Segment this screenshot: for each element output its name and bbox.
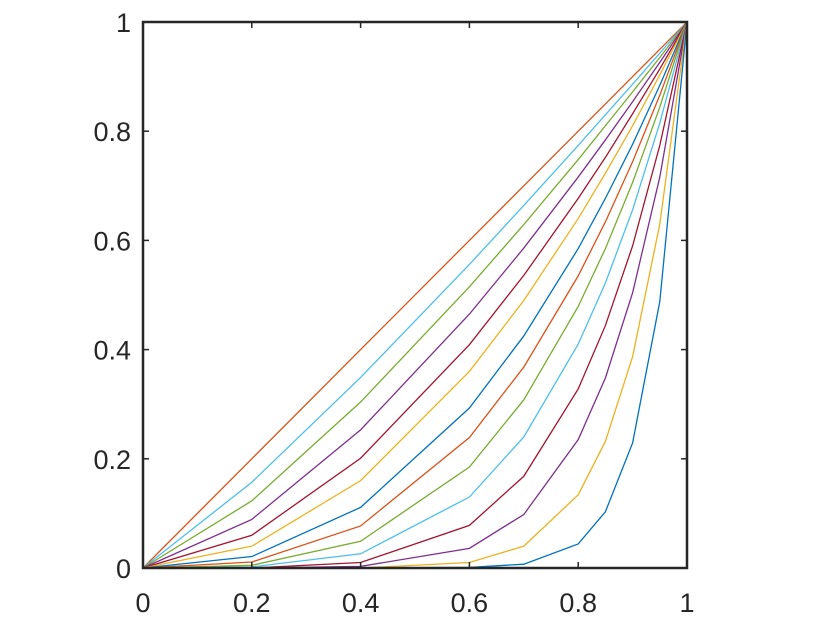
y-tick-label: 0.8: [93, 117, 131, 147]
y-tick-label: 0.2: [93, 445, 131, 475]
x-tick-label: 0.6: [451, 588, 489, 618]
x-tick-label: 0.4: [342, 588, 380, 618]
data-line: [142, 21, 688, 569]
x-tick-label: 1: [679, 588, 694, 618]
y-tick-label: 1: [116, 8, 131, 38]
data-line: [143, 21, 688, 569]
x-tick-label: 0.2: [233, 588, 271, 618]
data-line: [142, 21, 688, 569]
data-line: [142, 21, 688, 569]
data-line: [142, 21, 688, 569]
y-tick-label: 0: [116, 554, 131, 584]
data-line: [142, 21, 688, 569]
data-line: [142, 21, 688, 569]
y-tick-label: 0.4: [93, 336, 131, 366]
x-tick-label: 0: [135, 588, 150, 618]
x-tick-label: 0.8: [559, 588, 597, 618]
y-tick-label: 0.6: [93, 226, 131, 256]
axes-box: [141, 20, 689, 570]
data-line: [142, 21, 688, 569]
data-line: [142, 21, 688, 569]
data-line: [142, 21, 688, 569]
data-line: [142, 21, 688, 569]
